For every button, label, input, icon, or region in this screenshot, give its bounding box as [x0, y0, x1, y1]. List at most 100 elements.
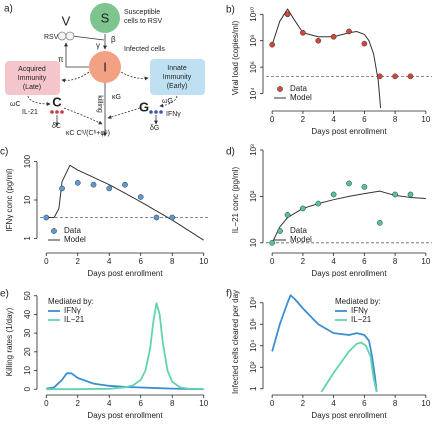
data-point [376, 219, 383, 226]
arrow [63, 107, 103, 125]
s-caption: Susceptible [124, 9, 160, 16]
x-tick-label: 2 [76, 257, 81, 266]
x-tick-label: 4 [331, 257, 336, 266]
chart-panel: d) IL−21 conc (pg/ml) Days post enrollment… [226, 144, 432, 278]
legend-swatch [277, 228, 283, 234]
y-tick-label: 10⁶ [249, 318, 258, 330]
data-point [106, 185, 113, 192]
x-tick-label: 6 [139, 399, 144, 408]
killing-label: killing [96, 95, 103, 113]
x-tick-label: 0 [270, 115, 275, 124]
innate-label: (Early) [167, 83, 188, 90]
x-tick-label: 2 [301, 399, 306, 408]
x-tick-label: 10 [199, 399, 208, 408]
i-caption: Infected cells [124, 46, 165, 53]
innate-box [150, 59, 205, 95]
y-tick-label: 100 [23, 154, 32, 168]
virus-icon [57, 31, 75, 41]
y-tick-label: 50 [23, 291, 32, 300]
legend-label: IL−21 [351, 315, 372, 324]
series-line [46, 164, 204, 241]
panel-label: a) [4, 4, 13, 15]
x-tick-label: 10 [199, 257, 208, 266]
data-point [346, 180, 352, 187]
innate-label: Innate [167, 65, 187, 72]
x-tick-label: 6 [362, 399, 367, 408]
plot-area [46, 164, 204, 241]
x-tick-label: 0 [44, 399, 49, 408]
legend-swatch [51, 228, 57, 234]
y-tick-label: 1 [249, 386, 258, 391]
y-tick-label: 10 [23, 195, 32, 204]
s-node [90, 3, 120, 33]
i-node [89, 51, 121, 83]
arrow [61, 71, 90, 83]
y-tick-label: 10⁴ [249, 87, 258, 100]
s-caption: cells to RSV [124, 18, 162, 25]
kappa-g: κG [112, 94, 121, 101]
series-line [46, 302, 204, 391]
x-tick-label: 2 [301, 115, 306, 124]
plot-area [271, 190, 426, 244]
x-tick-label: 2 [301, 257, 306, 266]
data-point [284, 212, 291, 218]
series-line [320, 341, 378, 392]
data-point [90, 181, 97, 188]
legend-title: Mediated by: [335, 297, 381, 306]
diagram: a) S Susceptible cells to RSV β γ Infect… [4, 3, 205, 137]
x-axis-label: Days post enrollment [311, 411, 387, 420]
y-tick-label: 0 [23, 386, 32, 391]
c-delta: δC [52, 123, 61, 130]
x-tick-label: 4 [331, 399, 336, 408]
data-point [376, 73, 383, 80]
legend-label: Data [64, 226, 81, 235]
x-tick-label: 0 [270, 399, 275, 408]
arrow [159, 95, 178, 108]
legend-label: Model [290, 93, 312, 102]
legend-label: Data [290, 226, 307, 235]
c-cytokine: IL-21 [22, 109, 38, 116]
data-point [137, 194, 144, 200]
legend-swatch [277, 86, 283, 92]
data-point [346, 28, 352, 35]
legend-label: Model [290, 235, 312, 244]
acquired-label: Immunity [18, 75, 47, 82]
data-point [330, 191, 337, 198]
y-tick-label: 10⁸ [249, 297, 258, 309]
y-axis-label: IL−21 conc (pg/ml) [231, 166, 240, 233]
v-label: V [62, 13, 71, 28]
data-point [361, 184, 368, 190]
x-tick-label: 4 [107, 257, 112, 266]
gamma: γ [96, 41, 100, 50]
data-point [361, 40, 368, 47]
y-tick-label: 10 [249, 238, 258, 247]
data-point [284, 11, 291, 18]
pi: π [58, 55, 64, 64]
y-axis-label: Killing rates (1/day) [5, 307, 14, 376]
arrow [27, 95, 51, 106]
legend-label: IFNγ [351, 306, 368, 315]
data-point [74, 179, 81, 186]
data-point [153, 214, 160, 221]
plot-area [46, 302, 204, 391]
panel-label: e) [0, 289, 9, 300]
x-tick-label: 8 [393, 115, 398, 124]
data-point [315, 200, 322, 207]
series-line [271, 190, 426, 244]
arrow [107, 107, 141, 119]
x-tick-label: 10 [421, 399, 430, 408]
il21-dots [50, 110, 64, 114]
data-point [43, 214, 50, 221]
y-tick-label: 10² [249, 190, 258, 202]
y-axis-label: Infected cells cleared per day [231, 290, 240, 394]
data-point [300, 205, 306, 212]
data-point [59, 185, 65, 192]
x-tick-label: 8 [393, 399, 398, 408]
y-tick-label: 10 [23, 366, 32, 375]
data-point [300, 29, 306, 36]
data-point [407, 191, 414, 198]
arrow [64, 42, 89, 68]
legend-label: Model [64, 235, 86, 244]
data-point [407, 73, 414, 80]
x-tick-label: 6 [139, 257, 144, 266]
